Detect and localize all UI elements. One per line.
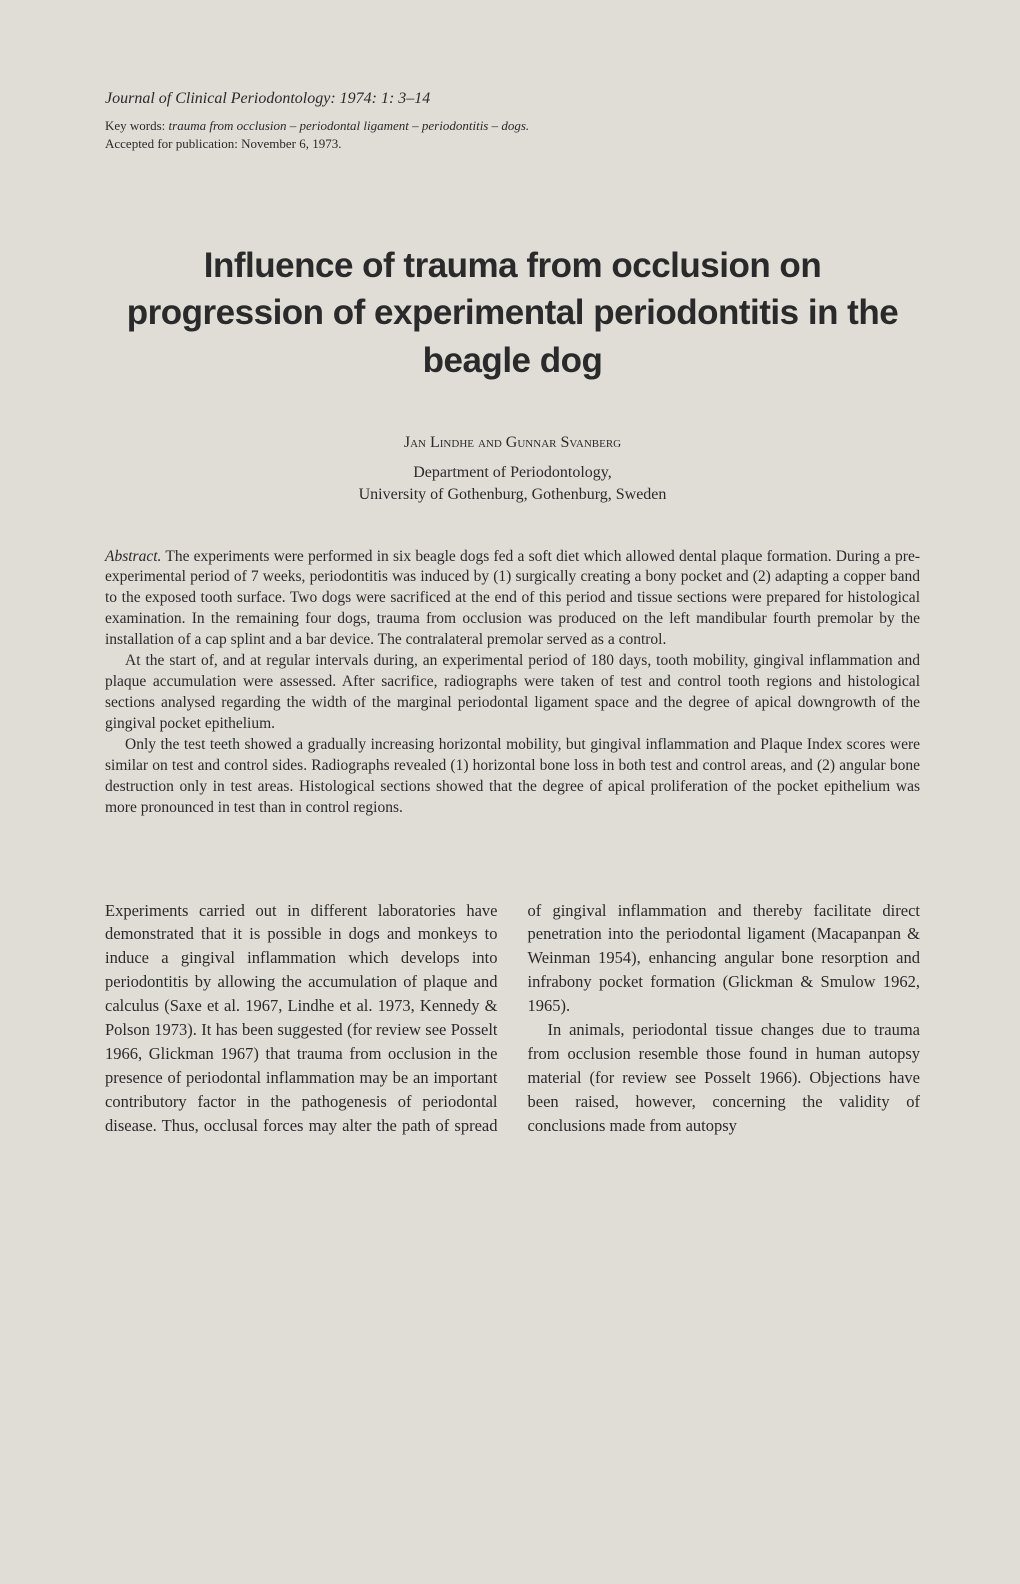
abstract-p1-text: The experiments were performed in six be… xyxy=(105,548,920,649)
authors: Jan Lindhe and Gunnar Svanberg xyxy=(105,434,920,452)
article-title: Influence of trauma from occlusion on pr… xyxy=(105,242,920,384)
abstract-label: Abstract. xyxy=(105,548,161,565)
affiliation: Department of Periodontology, University… xyxy=(105,462,920,507)
abstract-paragraph-3: Only the test teeth showed a gradually i… xyxy=(105,735,920,819)
accepted-date: Accepted for publication: November 6, 19… xyxy=(105,136,920,152)
affiliation-line2: University of Gothenburg, Gothenburg, Sw… xyxy=(359,486,667,503)
abstract-section: Abstract. The experiments were performed… xyxy=(105,547,920,819)
affiliation-line1: Department of Periodontology, xyxy=(413,464,611,481)
body-text: Experiments carried out in different lab… xyxy=(105,899,920,1138)
keywords-line: Key words: trauma from occlusion – perio… xyxy=(105,118,920,134)
keywords-terms: trauma from occlusion – periodontal liga… xyxy=(169,118,530,133)
abstract-paragraph-1: Abstract. The experiments were performed… xyxy=(105,547,920,652)
journal-citation: Journal of Clinical Periodontology: 1974… xyxy=(105,90,920,108)
keywords-label: Key words: xyxy=(105,118,169,133)
abstract-paragraph-2: At the start of, and at regular interval… xyxy=(105,651,920,735)
body-paragraph-2: In animals, periodontal tissue changes d… xyxy=(528,1018,921,1138)
